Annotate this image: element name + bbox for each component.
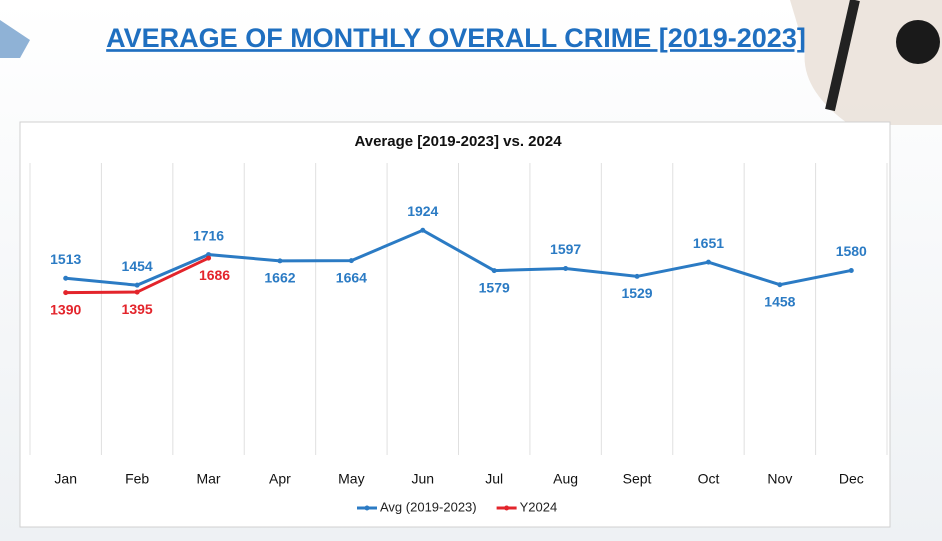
data-point — [277, 258, 283, 264]
x-tick-label: Nov — [767, 471, 792, 487]
data-point — [705, 259, 711, 265]
data-label: 1651 — [693, 235, 724, 251]
data-point — [63, 290, 69, 296]
data-label: 1716 — [193, 227, 224, 243]
data-point — [348, 258, 354, 264]
series-line — [65, 228, 852, 287]
data-point — [777, 282, 783, 288]
data-label: 1597 — [550, 241, 581, 257]
x-tick-label: Dec — [839, 471, 864, 487]
legend-marker — [504, 505, 510, 511]
legend-label: Avg (2019-2023) — [380, 499, 477, 514]
data-point — [134, 282, 140, 288]
data-label: 1686 — [199, 267, 230, 283]
corner-decoration — [0, 20, 30, 58]
x-tick-label: May — [338, 471, 364, 487]
legend-marker — [364, 505, 370, 511]
pen-decoration — [825, 0, 860, 112]
slide-title: AVERAGE OF MONTHLY OVERALL CRIME [2019-2… — [106, 23, 806, 53]
data-label: 1664 — [336, 269, 367, 285]
data-point — [848, 267, 854, 273]
data-label: 1579 — [479, 279, 510, 295]
data-point — [134, 289, 140, 295]
data-label: 1529 — [621, 285, 652, 301]
x-tick-label: Jun — [412, 471, 435, 487]
data-point — [206, 255, 212, 261]
data-label: 1390 — [50, 301, 81, 317]
x-tick-label: Mar — [196, 471, 220, 487]
data-label: 1458 — [764, 293, 795, 309]
x-tick-label: Apr — [269, 471, 291, 487]
data-label: 1454 — [122, 258, 153, 274]
x-tick-label: Oct — [698, 471, 720, 487]
logo — [896, 20, 940, 64]
x-tick-label: Sept — [623, 471, 652, 487]
data-point — [420, 227, 426, 233]
data-point — [491, 268, 497, 274]
legend-label: Y2024 — [520, 499, 558, 514]
x-tick-label: Jul — [485, 471, 503, 487]
plot: Jan Feb Mar Apr May Jun Jul Aug Sept Oct Nov Dec 151… — [29, 163, 888, 514]
data-point — [63, 275, 69, 281]
data-label: 1395 — [122, 301, 153, 317]
data-label: 1662 — [264, 270, 295, 286]
data-point — [563, 265, 569, 271]
x-tick-label: Aug — [553, 471, 578, 487]
data-point — [206, 252, 212, 258]
chart-title: Average [2019-2023] vs. 2024 — [354, 133, 562, 150]
data-label: 1513 — [50, 251, 81, 267]
data-label: 1580 — [836, 243, 867, 259]
data-point — [634, 273, 640, 279]
x-tick-label: Jan — [54, 471, 77, 487]
x-tick-label: Feb — [125, 471, 149, 487]
chart-frame — [19, 121, 891, 528]
data-label: 1924 — [407, 203, 438, 219]
